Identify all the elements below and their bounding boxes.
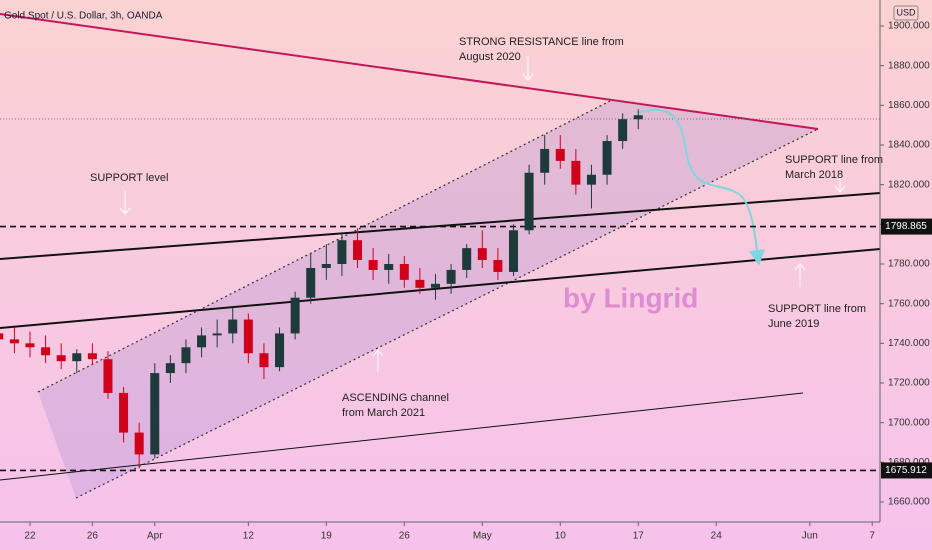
x-tick-label: Jun xyxy=(802,531,818,542)
annotation: August 2020 xyxy=(459,51,521,63)
candle-body xyxy=(602,141,612,175)
candle-body xyxy=(259,353,269,368)
x-tick-label: 24 xyxy=(711,531,723,542)
arrow xyxy=(794,263,806,286)
candle-body xyxy=(275,333,285,368)
candle-body xyxy=(72,353,82,362)
trend-line xyxy=(0,392,804,481)
candle-body xyxy=(306,267,316,298)
arrows xyxy=(119,56,846,372)
annotation: ASCENDING channel xyxy=(342,392,449,404)
candle-body xyxy=(290,297,300,334)
support-line-2019 xyxy=(0,248,881,329)
price-label-box xyxy=(881,218,932,235)
candle-body xyxy=(228,319,238,334)
channel-lower xyxy=(75,128,819,499)
y-tick-label: 1820.000 xyxy=(888,179,930,190)
channel-fill xyxy=(38,101,818,498)
annotation: June 2019 xyxy=(768,318,819,330)
candle-body xyxy=(524,172,534,231)
annotation: STRONG RESISTANCE line from xyxy=(459,36,624,48)
candle-body xyxy=(446,269,456,284)
candle-body xyxy=(353,240,363,261)
chart-title: Gold Spot / U.S. Dollar, 3h, OANDA xyxy=(4,11,163,22)
candle-body xyxy=(41,347,51,356)
candle-body xyxy=(337,240,347,264)
candle-body xyxy=(540,148,550,173)
candle-body xyxy=(477,248,487,261)
x-tick-label: 26 xyxy=(399,531,411,542)
y-tick-label: 1840.000 xyxy=(888,140,930,151)
candle-body xyxy=(555,148,565,161)
price-label: 1675.912 xyxy=(885,465,927,476)
y-tick-label: 1780.000 xyxy=(888,259,930,270)
x-tick-label: 7 xyxy=(869,531,875,542)
channel-upper xyxy=(37,100,611,393)
arrow xyxy=(522,56,534,81)
price-label-box xyxy=(881,462,932,479)
candle-body xyxy=(415,279,425,288)
annotation: March 2018 xyxy=(785,169,843,181)
annotation: from March 2021 xyxy=(342,407,425,419)
candle-body xyxy=(243,319,253,354)
candle-body xyxy=(0,333,4,340)
candle-body xyxy=(508,230,518,272)
x-tick-label: Apr xyxy=(147,531,163,542)
y-tick-label: 1660.000 xyxy=(888,497,930,508)
candle-body xyxy=(165,363,175,374)
resistance-line xyxy=(0,13,819,130)
candle-body xyxy=(586,174,596,185)
y-tick-label: 1720.000 xyxy=(888,378,930,389)
candle-body xyxy=(618,119,628,142)
candle-body xyxy=(9,339,19,344)
candle-body xyxy=(119,392,129,433)
y-tick-label: 1740.000 xyxy=(888,338,930,349)
x-tick-label: 26 xyxy=(87,531,99,542)
candle-body xyxy=(571,160,581,185)
y-tick-label: 1880.000 xyxy=(888,60,930,71)
candle-body xyxy=(103,359,113,393)
candle-body xyxy=(212,333,222,336)
x-tick-label: May xyxy=(473,531,492,542)
candle-body xyxy=(633,115,643,120)
candle-body xyxy=(431,283,441,288)
y-unit: USD xyxy=(896,7,916,17)
x-tick-label: 10 xyxy=(555,531,567,542)
price-label: 1798.865 xyxy=(885,221,927,232)
candle-body xyxy=(181,347,191,364)
candle-body xyxy=(493,260,503,272)
candle-body xyxy=(134,432,144,455)
candles xyxy=(0,109,643,469)
projection-path xyxy=(636,108,765,266)
candle-body xyxy=(87,353,97,360)
candle-body xyxy=(150,373,160,455)
candle-body xyxy=(25,343,35,348)
y-tick-label: 1700.000 xyxy=(888,417,930,428)
annotation: SUPPORT level xyxy=(90,172,168,184)
candle-body xyxy=(368,260,378,270)
annotation: SUPPORT line from xyxy=(768,303,866,315)
unit-box xyxy=(893,5,919,21)
arrow xyxy=(119,190,131,215)
candle-body xyxy=(321,264,331,268)
arrow xyxy=(834,176,846,193)
annotation: SUPPORT line from xyxy=(785,154,883,166)
y-tick-label: 1760.000 xyxy=(888,298,930,309)
watermark: by Lingrid xyxy=(563,282,698,313)
x-tick-label: 17 xyxy=(633,531,645,542)
x-tick-label: 22 xyxy=(24,531,36,542)
candle-body xyxy=(56,355,66,362)
x-tick-label: 12 xyxy=(243,531,255,542)
y-tick-label: 1900.000 xyxy=(888,21,930,32)
y-tick-label: 1860.000 xyxy=(888,100,930,111)
candle-body xyxy=(462,248,472,270)
candle-body xyxy=(384,264,394,270)
x-tick-label: 19 xyxy=(321,531,333,542)
candle-body xyxy=(399,264,409,280)
arrow xyxy=(372,349,384,372)
candle-body xyxy=(197,335,207,348)
